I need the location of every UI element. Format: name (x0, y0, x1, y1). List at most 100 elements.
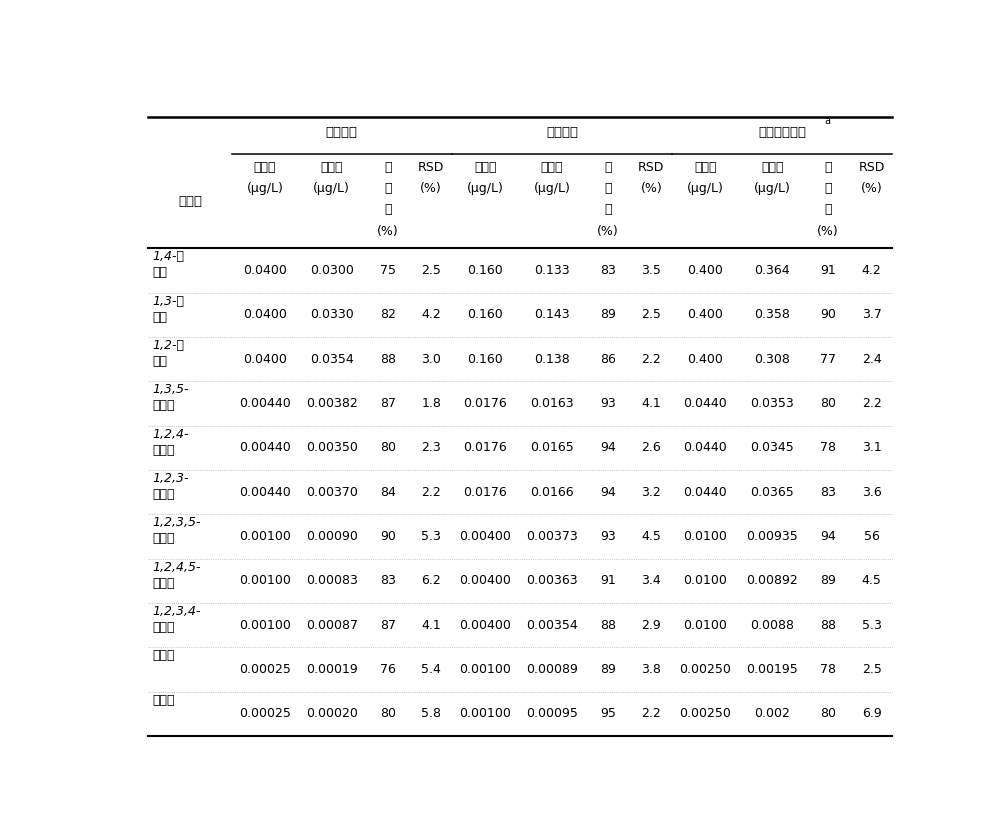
Text: 82: 82 (380, 308, 396, 321)
Text: 78: 78 (820, 663, 836, 676)
Text: 88: 88 (380, 353, 396, 365)
Text: 标准海水海水: 标准海水海水 (758, 126, 806, 139)
Text: 80: 80 (820, 707, 836, 720)
Text: 90: 90 (820, 308, 836, 321)
Text: 0.00020: 0.00020 (306, 707, 358, 720)
Text: 0.0400: 0.0400 (243, 264, 287, 277)
Text: 0.133: 0.133 (534, 264, 570, 277)
Text: 83: 83 (380, 575, 396, 587)
Text: 5.4: 5.4 (421, 663, 441, 676)
Text: 80: 80 (380, 441, 396, 454)
Text: 1,4-二
氯苯: 1,4-二 氯苯 (152, 250, 184, 279)
Text: 3.2: 3.2 (641, 486, 661, 499)
Text: 0.0440: 0.0440 (684, 397, 727, 410)
Text: 0.00350: 0.00350 (306, 441, 358, 454)
Text: (μg/L): (μg/L) (313, 182, 350, 195)
Text: 91: 91 (600, 575, 616, 587)
Text: 0.00400: 0.00400 (459, 575, 511, 587)
Text: 0.00100: 0.00100 (239, 530, 291, 543)
Text: 0.00019: 0.00019 (306, 663, 358, 676)
Text: 0.0365: 0.0365 (750, 486, 794, 499)
Text: 2.2: 2.2 (641, 353, 661, 365)
Text: 88: 88 (820, 618, 836, 632)
Text: 0.00354: 0.00354 (526, 618, 578, 632)
Text: 78: 78 (820, 441, 836, 454)
Text: 94: 94 (600, 486, 616, 499)
Text: 0.160: 0.160 (467, 264, 503, 277)
Text: 0.160: 0.160 (467, 308, 503, 321)
Text: 标准海水: 标准海水 (546, 126, 578, 139)
Text: (μg/L): (μg/L) (754, 182, 791, 195)
Text: 0.0330: 0.0330 (310, 308, 354, 321)
Text: (%): (%) (861, 182, 882, 195)
Text: 4.1: 4.1 (421, 618, 441, 632)
Text: 89: 89 (600, 663, 616, 676)
Text: 1,2,3,5-
四氯苯: 1,2,3,5- 四氯苯 (152, 517, 201, 545)
Text: 分析物: 分析物 (178, 195, 202, 207)
Text: 91: 91 (820, 264, 836, 277)
Text: 测得值: 测得值 (761, 160, 783, 174)
Text: 0.00400: 0.00400 (459, 618, 511, 632)
Text: 0.00373: 0.00373 (526, 530, 578, 543)
Text: 0.00440: 0.00440 (239, 486, 291, 499)
Text: 0.00892: 0.00892 (746, 575, 798, 587)
Text: 95: 95 (600, 707, 616, 720)
Text: 83: 83 (820, 486, 836, 499)
Text: 0.0100: 0.0100 (683, 575, 727, 587)
Text: 0.400: 0.400 (687, 264, 723, 277)
Text: 2.4: 2.4 (862, 353, 881, 365)
Text: 0.002: 0.002 (754, 707, 790, 720)
Text: RSD: RSD (418, 160, 444, 174)
Text: 87: 87 (380, 397, 396, 410)
Text: 3.8: 3.8 (641, 663, 661, 676)
Text: 5.3: 5.3 (421, 530, 441, 543)
Text: 77: 77 (820, 353, 836, 365)
Text: (μg/L): (μg/L) (467, 182, 504, 195)
Text: 0.00382: 0.00382 (306, 397, 358, 410)
Text: 收: 收 (604, 182, 612, 195)
Text: 0.0163: 0.0163 (530, 397, 574, 410)
Text: 0.0176: 0.0176 (463, 486, 507, 499)
Text: 86: 86 (600, 353, 616, 365)
Text: 0.0166: 0.0166 (530, 486, 574, 499)
Text: 0.00090: 0.00090 (306, 530, 358, 543)
Text: 五氯苯: 五氯苯 (152, 649, 175, 662)
Text: 5.8: 5.8 (421, 707, 441, 720)
Text: 标准海水: 标准海水 (326, 126, 358, 139)
Text: 0.00100: 0.00100 (459, 663, 511, 676)
Text: 90: 90 (380, 530, 396, 543)
Text: 0.00400: 0.00400 (459, 530, 511, 543)
Text: 0.0176: 0.0176 (463, 441, 507, 454)
Text: 0.00087: 0.00087 (306, 618, 358, 632)
Text: 1,3-二
氯苯: 1,3-二 氯苯 (152, 295, 184, 323)
Text: 4.1: 4.1 (641, 397, 661, 410)
Text: 0.400: 0.400 (687, 353, 723, 365)
Text: 0.00935: 0.00935 (746, 530, 798, 543)
Text: 3.7: 3.7 (862, 308, 882, 321)
Text: 93: 93 (600, 397, 616, 410)
Text: 2.6: 2.6 (641, 441, 661, 454)
Text: 加标量: 加标量 (694, 160, 717, 174)
Text: 6.2: 6.2 (421, 575, 441, 587)
Text: 1.8: 1.8 (421, 397, 441, 410)
Text: 六氯苯: 六氯苯 (152, 694, 175, 706)
Text: 3.5: 3.5 (641, 264, 661, 277)
Text: 0.00440: 0.00440 (239, 397, 291, 410)
Text: 56: 56 (864, 530, 880, 543)
Text: (%): (%) (377, 225, 399, 238)
Text: 加标量: 加标量 (474, 160, 496, 174)
Text: (μg/L): (μg/L) (247, 182, 283, 195)
Text: (μg/L): (μg/L) (687, 182, 724, 195)
Text: 2.2: 2.2 (862, 397, 881, 410)
Text: 1,2,4,5-
四氯苯: 1,2,4,5- 四氯苯 (152, 560, 201, 590)
Text: 83: 83 (600, 264, 616, 277)
Text: 89: 89 (600, 308, 616, 321)
Text: 0.0345: 0.0345 (750, 441, 794, 454)
Text: 6.9: 6.9 (862, 707, 881, 720)
Text: 0.0400: 0.0400 (243, 308, 287, 321)
Text: 0.00100: 0.00100 (459, 707, 511, 720)
Text: 0.0400: 0.0400 (243, 353, 287, 365)
Text: 4.5: 4.5 (641, 530, 661, 543)
Text: 0.400: 0.400 (687, 308, 723, 321)
Text: 84: 84 (380, 486, 396, 499)
